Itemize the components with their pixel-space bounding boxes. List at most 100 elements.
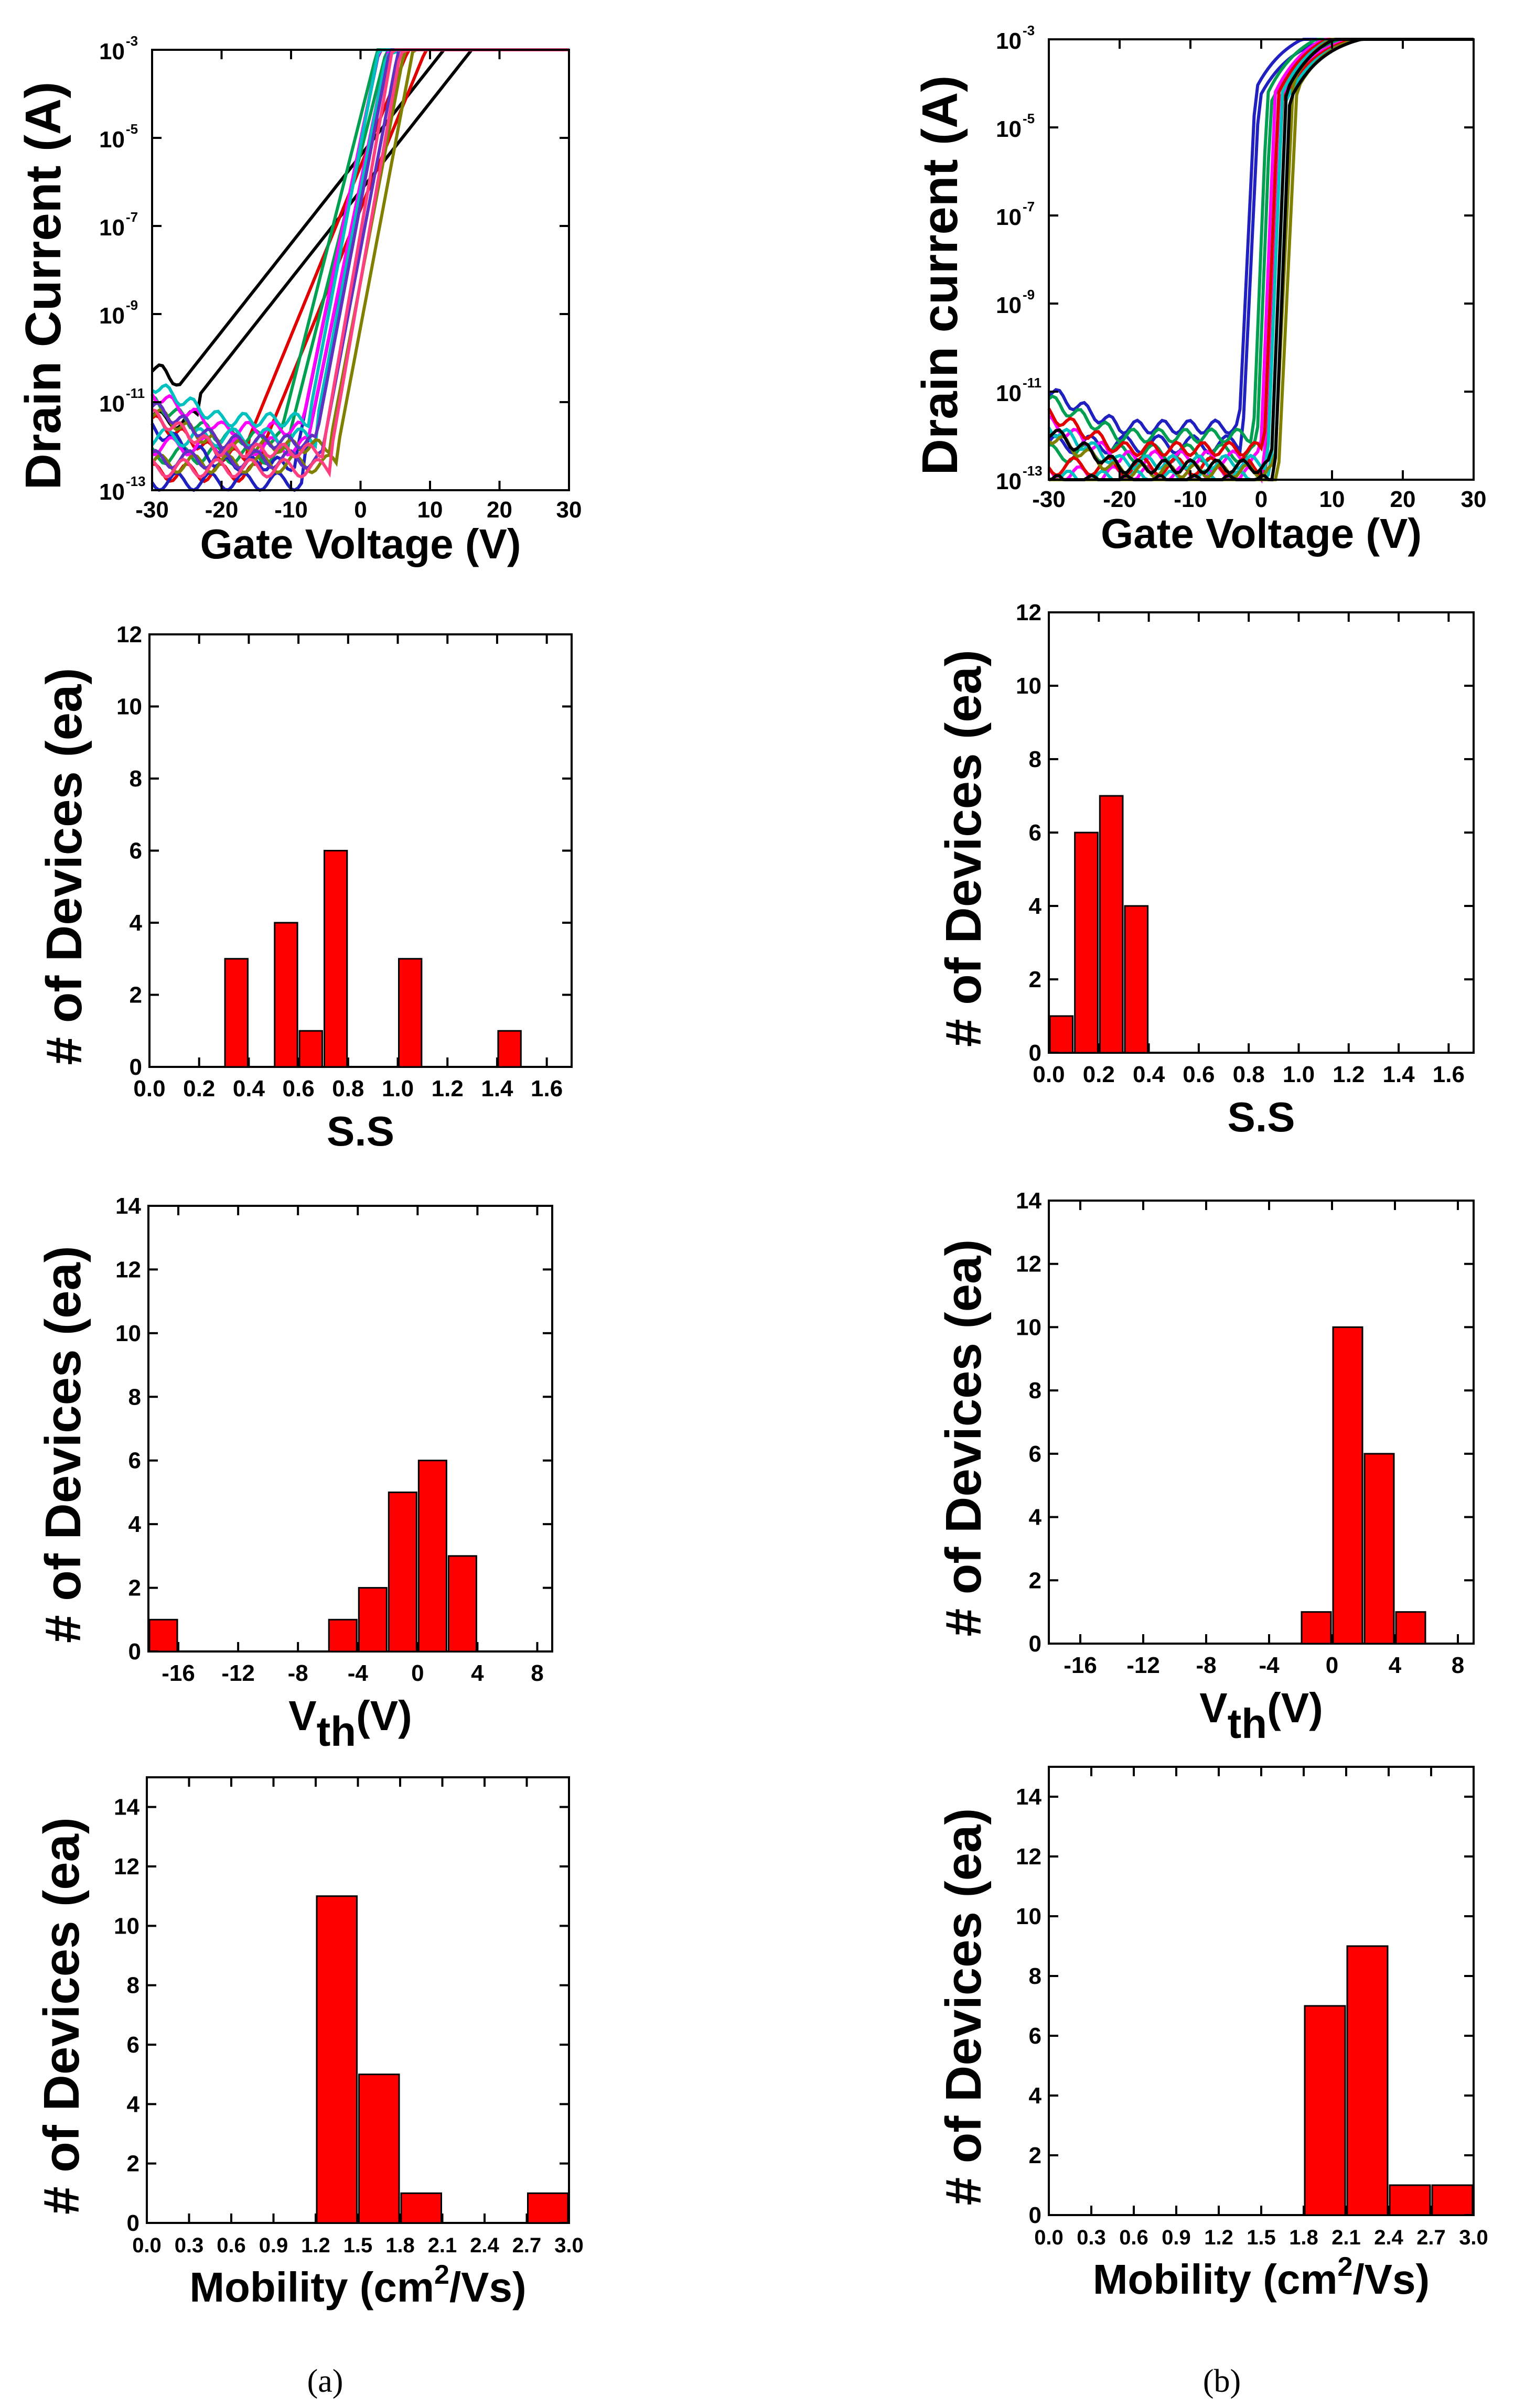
bar [1395,1611,1426,1645]
x-tick-label: 0.9 [259,2234,288,2257]
x-tick-label: 0 [411,1660,424,1686]
y-tick-label: 12 [116,622,142,647]
y-tick-label: 2 [1029,967,1041,992]
y-tick-label: 2 [1029,2143,1041,2168]
bar [1431,2184,1474,2216]
bar [328,1618,358,1653]
bar [224,958,249,1068]
panel-label-b: (b) [1203,2363,1241,2399]
y-tick-label: 12 [1016,1251,1041,1277]
y-axis-title: # of Devices (ea) [936,650,992,1047]
x-tick-label: 1.8 [1289,2226,1318,2249]
y-tick-label: 6 [1029,820,1041,846]
x-tick-label: 0 [1255,487,1268,512]
x-axis-title: Vth(V) [1199,1684,1323,1747]
y-tick-label: 14 [1016,1784,1041,1810]
y-tick-label: 10 [114,1913,139,1939]
y-tick-label: 8 [128,1384,141,1410]
x-tick-label: 4 [1389,1653,1402,1678]
y-tick-label-exponent: -13 [1023,463,1043,479]
y-tick-label-base: 10 [996,28,1022,54]
bar [298,1030,323,1068]
y-tick-label: 2 [1029,1568,1041,1593]
chart-a-ss-histogram: 0 2 4 6 8 10 12 0.0 0.2 0.4 0.6 0.8 1.0 1.2 1.4 1.6 S.S #… [36,622,573,1154]
y-tick-label: 6 [1029,1441,1041,1467]
plot-frame [147,1205,553,1653]
y-axis-title: # of Devices (ea) [34,1817,90,2215]
y-tick-label-base: 10 [996,469,1022,494]
x-axis-title: S.S [1228,1094,1295,1140]
y-tick-label-exponent: -13 [126,473,146,489]
y-axis-title: # of Devices (ea) [35,1246,91,1643]
y-tick-label: 8 [1029,1378,1041,1403]
x-tick-label: 0.0 [132,2234,162,2257]
x-tick-label: 0.9 [1162,2226,1191,2249]
x-tick-label: 1.5 [1247,2226,1276,2249]
y-tick-label: 4 [1029,893,1042,919]
y-tick-label-base: 10 [99,39,125,64]
bar [1301,1611,1332,1645]
chart-b-vth-histogram: 0 2 4 6 8 10 12 14 -16 -12 -8 -4 0 4 8 Vth(V) # of Devic… [936,1188,1475,1747]
x-tick-label: 0.6 [217,2234,246,2257]
bar [388,1491,417,1653]
x-tick-label: 10 [417,497,443,523]
y-axis-title: # of Devices (ea) [936,1239,992,1637]
x-tick-label: 30 [1461,487,1487,512]
x-tick-label: 0.4 [1133,1062,1165,1087]
y-tick-label: 4 [127,2091,140,2117]
x-tick-label: -30 [135,497,169,523]
y-tick-label: 14 [1016,1188,1041,1214]
y-tick-label-exponent: -7 [1023,199,1035,214]
bar [398,958,423,1068]
x-tick-label: -12 [1126,1653,1160,1678]
x-tick-label: -20 [1103,487,1136,512]
y-tick-label: 6 [130,838,142,864]
x-tick-label: 4 [471,1660,484,1686]
x-axis-title: S.S [327,1108,394,1154]
y-tick-label: 0 [1029,1040,1041,1066]
x-tick-label: -16 [1064,1653,1097,1678]
plot-frame [146,1776,570,2224]
chart-a-vth-histogram: 0 2 4 6 8 10 12 14 -16 -12 -8 -4 0 4 8 Vth(V) # of Devic… [35,1193,553,1755]
y-tick-label-exponent: -5 [1023,111,1035,126]
bar [316,1895,358,2224]
panel-label-a: (a) [307,2363,343,2399]
bar [1389,2184,1431,2216]
y-tick-label: 4 [128,1511,142,1537]
x-axis-title: Gate Voltage (V) [1101,510,1422,557]
x-tick-label: 1.0 [382,1076,414,1102]
x-tick-label: 10 [1319,487,1345,512]
y-tick-label-base: 10 [996,381,1022,406]
y-tick-label: 12 [1016,600,1041,625]
x-tick-label: 1.8 [385,2234,415,2257]
y-tick-label-exponent: -7 [126,209,138,225]
x-tick-label: 0.8 [1233,1062,1265,1087]
y-tick-label: 4 [130,910,143,936]
x-tick-label: 2.4 [1374,2226,1403,2249]
chart-a-mobility-histogram: 0 2 4 6 8 10 12 14 0.0 0.3 0.6 0.9 1.2 1.5 1.8 2.1 2.4 2.… [34,1776,584,2310]
plot-frame [1048,1200,1475,1645]
y-axis-title: # of Devices (ea) [36,668,92,1065]
x-tick-label: -8 [288,1660,308,1686]
x-tick-label: 2.4 [470,2234,499,2257]
x-axis-title: Mobility (cm2/Vs) [1093,2252,1430,2303]
y-axis-title: Drain current (A) [912,75,968,476]
y-tick-label-exponent: -3 [126,33,138,49]
x-tick-label: 0 [1326,1653,1338,1678]
bar [358,2074,400,2224]
bar [1099,795,1124,1054]
y-tick-label: 8 [127,1973,139,1999]
y-tick-label: 4 [1029,2083,1042,2109]
plot-frame [148,633,573,1068]
y-tick-label: 4 [1029,1505,1042,1530]
x-axis-title: Gate Voltage (V) [200,521,521,567]
x-tick-label: 0.8 [332,1076,364,1102]
bar [1124,905,1149,1054]
x-tick-label: -4 [348,1660,369,1686]
bar [358,1587,388,1653]
bar [1304,2005,1346,2216]
y-tick-label: 10 [116,694,142,720]
y-tick-label-base: 10 [996,204,1022,230]
